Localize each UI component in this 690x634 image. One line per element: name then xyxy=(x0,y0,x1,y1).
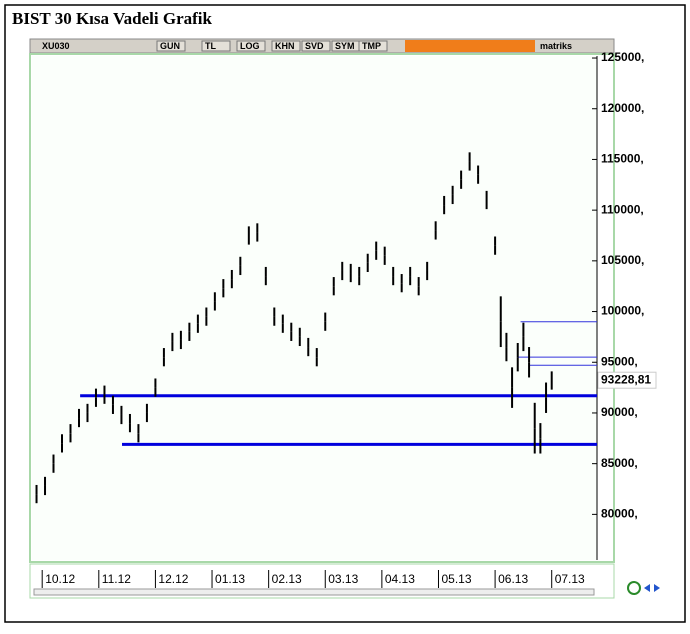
y-tick-label: 110000, xyxy=(601,202,644,216)
price-label: 93228,81 xyxy=(601,372,651,386)
x-tick-label: 12.12 xyxy=(158,572,188,586)
y-tick-label: 120000, xyxy=(601,101,644,115)
y-tick-label: 125000, xyxy=(601,50,644,64)
toolbar-label: TMP xyxy=(362,41,381,51)
prev-button[interactable] xyxy=(644,584,650,592)
y-tick-label: 85000, xyxy=(601,456,638,470)
y-tick-label: 100000, xyxy=(601,304,644,318)
x-tick-label: 04.13 xyxy=(385,572,415,586)
toolbar-strip xyxy=(405,40,535,52)
toolbar-label: LOG xyxy=(240,41,260,51)
toolbar-label: SYM xyxy=(335,41,355,51)
toolbar-label: matriks xyxy=(540,41,572,51)
next-button[interactable] xyxy=(654,584,660,592)
chart-title: BIST 30 Kısa Vadeli Grafik xyxy=(12,9,213,28)
toolbar-button[interactable] xyxy=(201,40,231,52)
scrollbar[interactable] xyxy=(33,588,595,596)
toolbar-button[interactable] xyxy=(271,40,301,52)
x-tick-label: 03.13 xyxy=(328,572,358,586)
x-tick-label: 11.12 xyxy=(102,572,131,586)
toolbar-button[interactable] xyxy=(301,40,331,52)
y-tick-label: 115000, xyxy=(601,152,644,166)
y-tick-label: 90000, xyxy=(601,405,638,419)
x-tick-label: 07.13 xyxy=(555,572,585,586)
toolbar-button[interactable] xyxy=(156,40,186,52)
x-tick-label: 05.13 xyxy=(441,572,471,586)
x-tick-label: 10.12 xyxy=(45,572,75,586)
toolbar-label: SVD xyxy=(305,41,324,51)
plot-area xyxy=(32,56,597,560)
nav-buttons[interactable] xyxy=(618,580,668,596)
price-box xyxy=(597,371,657,389)
toolbar-label: GUN xyxy=(160,41,180,51)
x-tick-label: 02.13 xyxy=(272,572,302,586)
x-tick-label: 01.13 xyxy=(215,572,245,586)
y-tick-label: 105000, xyxy=(601,253,644,267)
toolbar-label: KHN xyxy=(275,41,295,51)
refresh-icon[interactable] xyxy=(627,581,641,595)
y-tick-label: 80000, xyxy=(601,507,638,521)
x-tick-label: 06.13 xyxy=(498,572,528,586)
toolbar-button[interactable] xyxy=(358,40,388,52)
toolbar-label: TL xyxy=(205,41,216,51)
toolbar-button[interactable] xyxy=(236,40,266,52)
y-tick-label: 95000, xyxy=(601,354,638,368)
toolbar-label: XU030 xyxy=(42,41,70,51)
